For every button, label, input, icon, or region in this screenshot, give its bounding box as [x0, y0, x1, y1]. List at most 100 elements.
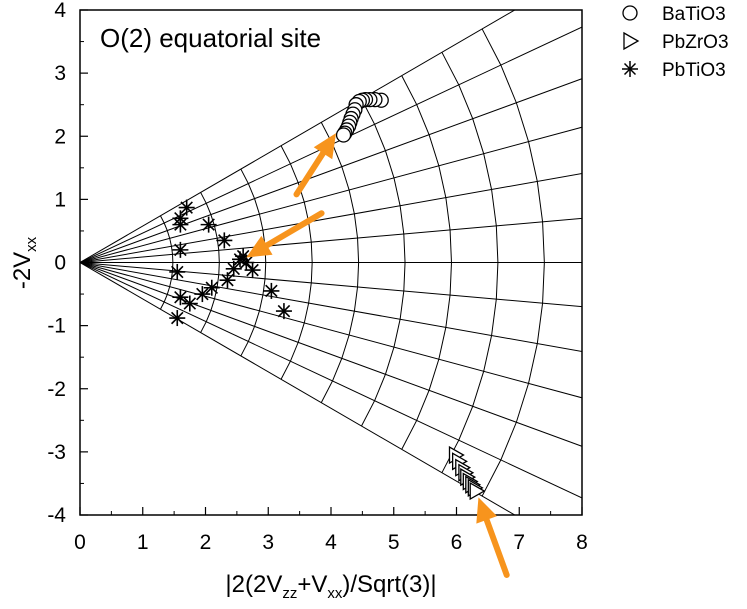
asterisk-stroke	[240, 256, 253, 269]
pbtio3-point	[169, 310, 186, 327]
x-tick-label: 3	[262, 531, 274, 554]
pbtio3-point	[225, 260, 242, 277]
y-tick-label: 0	[54, 252, 66, 275]
y-tick-label: -2	[47, 378, 66, 401]
legend-circle-marker	[622, 5, 638, 21]
x-tick-label: 0	[74, 531, 86, 554]
asterisk-stroke	[205, 281, 219, 295]
asterisk-stroke	[265, 284, 278, 298]
batio3-point	[335, 127, 352, 143]
asterisk-stroke	[221, 273, 234, 287]
grid-isoline	[401, 75, 452, 450]
grid-ray	[80, 262, 516, 515]
legend-triangle-marker	[623, 31, 640, 51]
x-tick-label: 8	[576, 531, 588, 554]
axes: 0 1 2 3 4 5 6 7 8 4 3 2 1 0 -1 -2 -3 -4	[47, 0, 588, 554]
y-tick-label: 2	[54, 125, 66, 148]
asterisk-stroke	[183, 297, 197, 310]
y-tick-label: -1	[47, 315, 66, 338]
grid-ray	[80, 262, 582, 499]
grid-isoline	[441, 52, 499, 473]
x-tick-label: 5	[388, 531, 400, 554]
x-tick-label: 1	[137, 531, 149, 554]
asterisk-stroke	[174, 243, 187, 257]
pbtio3-point	[200, 216, 217, 233]
asterisk-stroke	[170, 265, 184, 279]
arrow-head	[246, 235, 273, 258]
legend-label-pbtio3: PbTiO3	[662, 60, 726, 81]
grid-ray	[80, 262, 582, 447]
arrow-shaft	[293, 150, 327, 198]
pbtio3-point	[194, 286, 211, 303]
asterisk-stroke	[202, 218, 215, 231]
y-axis-title: -2Vxx	[9, 236, 40, 289]
pbtio3-point	[238, 254, 255, 271]
asterisk-stroke	[246, 263, 259, 277]
x-tick-label: 2	[200, 531, 212, 554]
y-tick-label: 1	[54, 188, 66, 211]
asterisk-stroke	[236, 249, 250, 263]
asterisk-stroke	[180, 201, 193, 214]
pbtio3-point	[172, 241, 189, 258]
data-points	[169, 91, 486, 501]
grid-isoline	[159, 215, 174, 310]
grid-isoline	[320, 122, 360, 403]
grid-ray	[80, 126, 582, 263]
asterisk-stroke	[196, 287, 209, 301]
orange-arrow	[293, 133, 337, 198]
pbtio3-point	[275, 303, 292, 320]
grid-isoline	[481, 28, 545, 497]
grid-ray	[80, 172, 582, 263]
legend-label-pbzro3: PbZrO3	[662, 32, 729, 53]
y-tick-label: 3	[54, 62, 66, 85]
x-tick-label: 4	[325, 531, 337, 554]
legend-asterisk-marker	[622, 61, 638, 77]
asterisk-stroke	[218, 234, 231, 247]
pbzro3-point	[469, 481, 486, 501]
grid-ray	[80, 217, 582, 263]
grid-isoline	[200, 192, 220, 333]
asterisk-stroke	[174, 290, 187, 304]
pbtio3-point	[178, 199, 195, 216]
legend-item-batio3: BaTiO3	[622, 4, 726, 25]
y-tick-label: -3	[47, 441, 66, 464]
pbtio3-point	[203, 279, 220, 296]
legend-item-pbtio3: PbTiO3	[622, 60, 726, 81]
arrow-head	[313, 133, 337, 160]
pbtio3-point	[169, 263, 186, 280]
grid-isoline	[361, 98, 406, 427]
legend: BaTiO3 PbZrO3 PbTiO3	[622, 4, 729, 81]
chart-title: O(2) equatorial site	[100, 23, 321, 53]
grid-ray	[80, 262, 582, 399]
polar-grid	[80, 10, 582, 515]
pbtio3-point	[244, 262, 261, 279]
x-tick-label: 7	[513, 531, 525, 554]
pbtio3-point	[263, 282, 280, 299]
grid-ray	[80, 262, 582, 353]
legend-label-batio3: BaTiO3	[662, 4, 726, 25]
pbtio3-point	[216, 232, 233, 249]
orange-arrow	[476, 497, 510, 578]
arrow-shaft	[483, 516, 510, 578]
asterisk-stroke	[174, 218, 187, 231]
x-tick-label: 6	[451, 531, 463, 554]
pbtio3-point	[181, 295, 198, 312]
arrow-head	[476, 497, 498, 524]
grid-isoline	[280, 145, 313, 380]
asterisk-stroke	[170, 311, 184, 325]
grid-ray	[80, 78, 582, 263]
asterisk-stroke	[227, 262, 241, 276]
pbtio3-point	[219, 272, 236, 289]
grid-ray	[80, 262, 582, 308]
orange-arrow	[246, 210, 325, 258]
x-axis-title: |2(2Vzz+Vxx)/Sqrt(3)|	[225, 571, 436, 602]
y-tick-label: 4	[54, 0, 66, 22]
legend-item-pbzro3: PbZrO3	[623, 31, 729, 53]
pbtio3-point	[172, 216, 189, 233]
grid-isoline	[240, 168, 267, 357]
asterisk-stroke	[277, 304, 291, 318]
arrow-shaft	[263, 210, 325, 249]
y-tick-label: -4	[47, 504, 66, 527]
pbtio3-point	[172, 289, 189, 306]
